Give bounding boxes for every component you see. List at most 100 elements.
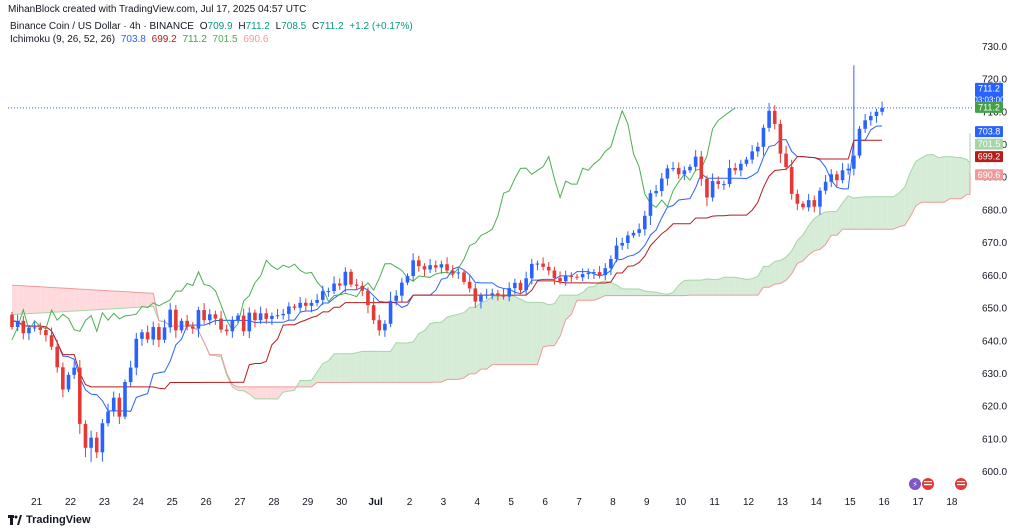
- candle-body: [151, 327, 156, 340]
- time-tick-label[interactable]: 7: [576, 497, 582, 508]
- price-tick-label[interactable]: 720.0: [982, 75, 1007, 86]
- flag-icon[interactable]: [922, 478, 934, 490]
- price-tick-label[interactable]: 610.0: [982, 434, 1007, 445]
- candle: [66, 372, 71, 393]
- candle: [569, 272, 574, 283]
- candle: [21, 315, 26, 340]
- time-tick-label[interactable]: 16: [879, 497, 891, 508]
- cloud-segment: [887, 196, 894, 230]
- time-tick-label[interactable]: 3: [441, 497, 447, 508]
- time-tick-label[interactable]: 6: [542, 497, 548, 508]
- cloud-segment: [113, 291, 120, 309]
- price-tick-label[interactable]: 660.0: [982, 271, 1007, 282]
- time-tick-label[interactable]: 21: [31, 497, 43, 508]
- candle-body: [756, 146, 760, 152]
- candle-body: [767, 110, 771, 128]
- price-tick-label[interactable]: 600.0: [982, 467, 1007, 478]
- candle: [614, 237, 619, 263]
- time-tick-label[interactable]: Jul: [368, 497, 383, 508]
- symbol-title[interactable]: Binance Coin / US Dollar · 4h · BINANCE: [10, 21, 194, 32]
- time-tick-label[interactable]: 27: [234, 497, 246, 508]
- candle-body: [27, 328, 31, 334]
- candle-body: [383, 323, 387, 331]
- time-tick-label[interactable]: 12: [743, 497, 755, 508]
- time-tick-label[interactable]: 13: [777, 497, 789, 508]
- time-tick-label[interactable]: 24: [133, 497, 145, 508]
- flag-icon[interactable]: [955, 478, 967, 490]
- event-icon[interactable]: ⚡: [909, 478, 921, 490]
- time-tick-label[interactable]: 10: [675, 497, 687, 508]
- cloud-segment: [780, 257, 787, 284]
- candle: [162, 319, 167, 344]
- candle-body: [569, 276, 574, 278]
- candle: [546, 262, 551, 276]
- candle-body: [185, 320, 189, 327]
- price-tick-label[interactable]: 640.0: [982, 336, 1007, 347]
- cloud-segment: [34, 286, 41, 314]
- time-tick-label[interactable]: 29: [302, 497, 314, 508]
- high-value: 711.2: [245, 21, 270, 32]
- time-tick-label[interactable]: 18: [946, 497, 958, 508]
- candle: [417, 255, 421, 272]
- time-tick-label[interactable]: 14: [811, 497, 823, 508]
- time-tick-label[interactable]: 22: [65, 497, 77, 508]
- candle-body: [55, 346, 59, 368]
- cloud-segment: [317, 363, 323, 383]
- candle: [400, 278, 404, 303]
- price-tick-label[interactable]: 650.0: [982, 304, 1007, 315]
- time-tick-label[interactable]: 25: [167, 497, 179, 508]
- cloud-segment: [396, 342, 402, 383]
- candle-body: [371, 305, 376, 321]
- cloud-segment: [808, 218, 815, 255]
- candle-body: [117, 397, 122, 417]
- time-tick-label[interactable]: 8: [610, 497, 616, 508]
- time-axis[interactable]: 21 22 23 24 25 26 27 28 29 30 Jul 2 3 4 5 6 7 8 9 10 11 12 13 1…: [31, 497, 958, 508]
- candle: [846, 163, 850, 175]
- cloud-segment: [853, 197, 860, 230]
- time-tick-label[interactable]: 4: [475, 497, 481, 508]
- candle-body: [733, 168, 737, 171]
- cloud-segment: [401, 342, 408, 383]
- candle-body: [61, 367, 65, 390]
- candle-body: [230, 320, 235, 332]
- time-tick-label[interactable]: 28: [268, 497, 280, 508]
- candle: [433, 260, 438, 273]
- indicator-title[interactable]: Ichimoku (9, 26, 52, 26): [10, 34, 116, 45]
- time-tick-label[interactable]: 17: [912, 497, 924, 508]
- candle-body: [332, 283, 336, 292]
- candle-body: [484, 294, 489, 296]
- candle: [659, 173, 664, 197]
- time-tick-label[interactable]: 11: [709, 497, 720, 508]
- price-tick-label[interactable]: 630.0: [982, 369, 1007, 380]
- cloud-segment: [283, 386, 289, 393]
- time-tick-label[interactable]: 26: [201, 497, 213, 508]
- candle-body: [795, 193, 800, 204]
- price-tick-label[interactable]: 680.0: [982, 205, 1007, 216]
- time-tick-label[interactable]: 9: [644, 497, 650, 508]
- price-tick-label[interactable]: 670.0: [982, 238, 1007, 249]
- cloud-segment: [486, 296, 493, 370]
- candle: [315, 293, 319, 307]
- time-tick-label[interactable]: 5: [508, 497, 514, 508]
- time-tick-label[interactable]: 2: [407, 497, 413, 508]
- price-tick-label[interactable]: 620.0: [982, 402, 1007, 413]
- event-markers[interactable]: ⚡: [909, 478, 967, 490]
- price-label-text: 699.2: [978, 152, 1001, 162]
- time-tick-label[interactable]: 15: [845, 497, 857, 508]
- candle: [15, 314, 20, 332]
- candle: [535, 260, 540, 271]
- cloud-segment: [492, 296, 498, 365]
- candle-body: [772, 110, 777, 124]
- price-tick-label[interactable]: 730.0: [982, 42, 1007, 53]
- time-tick-label[interactable]: 23: [99, 497, 111, 508]
- candle-body: [558, 277, 562, 282]
- cloud-segment: [718, 277, 724, 296]
- candle-body: [49, 335, 54, 347]
- candle-body: [445, 264, 449, 271]
- cloud-segment: [390, 342, 397, 383]
- candle: [241, 308, 246, 336]
- candle-body: [699, 156, 704, 179]
- candle: [394, 290, 398, 306]
- time-tick-label[interactable]: 30: [336, 497, 348, 508]
